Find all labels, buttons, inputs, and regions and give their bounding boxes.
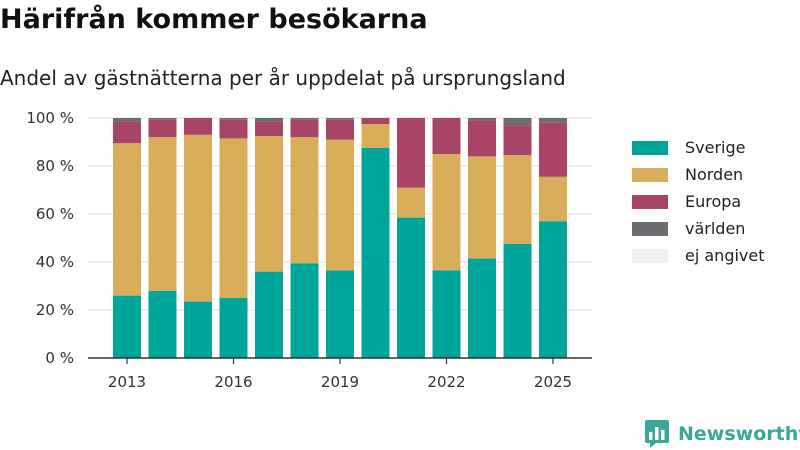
bar-segment-världen-2023: [468, 118, 496, 121]
bar-segment-europa-2025: [539, 122, 567, 177]
bar-segment-världen-2016: [219, 118, 248, 120]
bar-segment-världen-2019: [326, 118, 354, 120]
bar-segment-europa-2020: [361, 118, 390, 124]
bar-segment-europa-2019: [326, 119, 354, 140]
y-tick-label: 0 %: [45, 349, 74, 367]
bar-segment-norden-2016: [219, 138, 248, 298]
y-tick-label: 60 %: [36, 205, 74, 223]
bar-segment-världen-2018: [290, 118, 319, 120]
bar-segment-sverige-2013: [113, 295, 141, 358]
bar-segment-norden-2021: [397, 187, 425, 218]
legend-swatch: [632, 194, 668, 209]
bar-segment-världen-2025: [539, 118, 567, 123]
bar-segment-europa-2015: [184, 118, 212, 135]
chart-subtitle: Andel av gästnätterna per år uppdelat på…: [0, 66, 566, 90]
y-tick-label: 80 %: [36, 157, 74, 175]
bar-segment-norden-2020: [361, 124, 390, 148]
bar-segment-europa-2018: [290, 119, 319, 138]
legend-item: Europa: [632, 188, 765, 215]
bar-segment-världen-2017: [255, 118, 283, 122]
bar-segment-sverige-2025: [539, 221, 567, 358]
legend-swatch: [632, 140, 668, 155]
legend-swatch: [632, 167, 668, 182]
bar-segment-norden-2013: [113, 143, 141, 296]
bar-segment-sverige-2024: [503, 244, 532, 358]
bar-segment-europa-2014: [148, 119, 177, 138]
bar-segment-sverige-2018: [290, 263, 319, 358]
legend-label: Sverige: [685, 138, 746, 157]
bar-segment-europa-2017: [255, 121, 283, 136]
bar-segment-sverige-2017: [255, 271, 283, 358]
x-tick-label: 2022: [427, 373, 465, 391]
bar-segment-sverige-2015: [184, 301, 212, 358]
brand-name: Newsworthy: [678, 423, 800, 445]
legend-item: Norden: [632, 161, 765, 188]
legend-label: Norden: [685, 165, 744, 184]
axes: 0 % 20 % 40 % 60 % 80 % 100 % 2013 2016 2019 2022…: [26, 109, 592, 391]
chart-title: Härifrån kommer besökarna: [0, 4, 428, 35]
y-tick-label: 40 %: [36, 253, 74, 271]
brand-logo: Newsworthy: [644, 419, 800, 449]
bars: [113, 118, 567, 358]
x-tick-label: 2013: [108, 373, 146, 391]
legend-item: världen: [632, 215, 765, 242]
bar-segment-europa-2021: [397, 118, 425, 188]
bar-segment-europa-2013: [113, 121, 141, 144]
y-tick-label: 100 %: [26, 109, 74, 127]
bar-segment-sverige-2023: [468, 258, 496, 358]
bar-segment-norden-2017: [255, 136, 283, 272]
bar-segment-norden-2019: [326, 139, 354, 271]
legend-swatch: [632, 221, 668, 236]
bar-segment-sverige-2020: [361, 148, 390, 358]
bar-segment-norden-2024: [503, 155, 532, 244]
bar-segment-europa-2024: [503, 125, 532, 156]
legend-label: ej angivet: [685, 246, 765, 265]
bar-segment-norden-2014: [148, 137, 177, 291]
bar-segment-europa-2016: [219, 119, 248, 139]
bar-segment-världen-2014: [148, 118, 177, 120]
bar-segment-europa-2023: [468, 120, 496, 157]
bar-segment-sverige-2019: [326, 270, 354, 358]
legend-item: Sverige: [632, 134, 765, 161]
bar-segment-sverige-2021: [397, 217, 425, 358]
legend-swatch: [632, 248, 668, 263]
x-tick-label: 2019: [321, 373, 359, 391]
bar-segment-norden-2022: [432, 154, 461, 271]
bar-segment-sverige-2022: [432, 270, 461, 358]
x-tick-label: 2016: [214, 373, 252, 391]
bar-segment-sverige-2014: [148, 290, 177, 358]
legend-item: ej angivet: [632, 242, 765, 269]
bar-segment-sverige-2016: [219, 298, 248, 358]
bar-segment-europa-2022: [432, 118, 461, 154]
legend: Sverige Norden Europa världen ej angivet: [632, 134, 765, 269]
bar-chart-logo-icon: [645, 420, 669, 448]
bar-segment-norden-2023: [468, 156, 496, 259]
legend-label: Europa: [685, 192, 742, 211]
legend-label: världen: [685, 219, 746, 238]
bar-segment-norden-2015: [184, 134, 212, 302]
y-tick-label: 20 %: [36, 301, 74, 319]
bar-segment-världen-2013: [113, 118, 141, 122]
x-tick-label: 2025: [534, 373, 572, 391]
bar-segment-världen-2024: [503, 118, 532, 126]
bar-segment-norden-2018: [290, 137, 319, 264]
bar-segment-norden-2025: [539, 176, 567, 222]
